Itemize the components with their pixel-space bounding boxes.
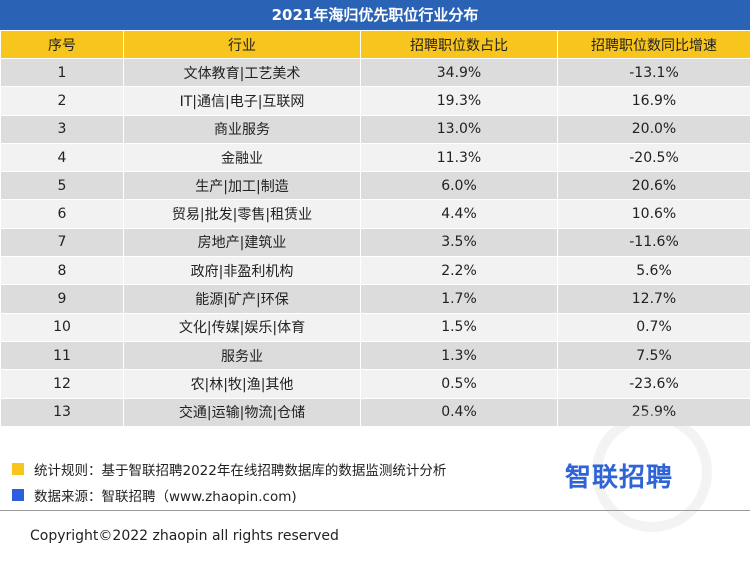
row-industry: 金融业	[123, 142, 361, 173]
header-index: 序号	[0, 30, 124, 59]
row-industry: 生产|加工|制造	[123, 171, 361, 201]
table-title: 2021年海归优先职位行业分布	[0, 0, 750, 30]
row-index: 7	[0, 227, 124, 258]
row-index: 1	[0, 57, 124, 88]
table-row: 2 IT|通信|电子|互联网 19.3% 16.9%	[0, 86, 750, 116]
row-growth: -13.1%	[557, 57, 750, 88]
row-index: 11	[0, 340, 124, 371]
table-row: 6 贸易|批发|零售|租赁业 4.4% 10.6%	[0, 199, 750, 229]
row-share: 3.5%	[360, 227, 558, 258]
row-index: 3	[0, 114, 124, 144]
table-row: 10 文化|传媒|娱乐|体育 1.5% 0.7%	[0, 312, 750, 342]
row-share: 2.2%	[360, 256, 558, 286]
row-industry: 农|林|牧|渔|其他	[123, 369, 361, 399]
row-index: 6	[0, 199, 124, 229]
header-industry: 行业	[123, 30, 361, 59]
row-index: 4	[0, 142, 124, 173]
row-growth: 12.7%	[557, 284, 750, 314]
table-row: 7 房地产|建筑业 3.5% -11.6%	[0, 227, 750, 258]
table-row: 8 政府|非盈利机构 2.2% 5.6%	[0, 256, 750, 286]
table-row: 1 文体教育|工艺美术 34.9% -13.1%	[0, 57, 750, 88]
row-industry: 能源|矿产|环保	[123, 284, 361, 314]
row-growth: 16.9%	[557, 86, 750, 116]
data-source-note: 数据来源：智联招聘（www.zhaopin.com)	[12, 485, 297, 505]
row-share: 4.4%	[360, 199, 558, 229]
row-index: 12	[0, 369, 124, 399]
row-share: 0.4%	[360, 397, 558, 427]
row-industry: 交通|运输|物流|仓储	[123, 397, 361, 427]
row-growth: 0.7%	[557, 312, 750, 342]
copyright-text: Copyright©2022 zhaopin all rights reserv…	[30, 528, 339, 544]
divider	[0, 510, 750, 511]
row-index: 5	[0, 171, 124, 201]
row-growth: 5.6%	[557, 256, 750, 286]
row-growth: 20.0%	[557, 114, 750, 144]
row-share: 19.3%	[360, 86, 558, 116]
zhaopin-logo: 智联招聘	[565, 463, 674, 493]
header-growth: 招聘职位数同比增速	[557, 30, 750, 59]
row-index: 9	[0, 284, 124, 314]
row-growth: 20.6%	[557, 171, 750, 201]
row-index: 13	[0, 397, 124, 427]
row-industry: 政府|非盈利机构	[123, 256, 361, 286]
row-industry: 贸易|批发|零售|租赁业	[123, 199, 361, 229]
row-industry: 文化|传媒|娱乐|体育	[123, 312, 361, 342]
table-row: 9 能源|矿产|环保 1.7% 12.7%	[0, 284, 750, 314]
row-share: 0.5%	[360, 369, 558, 399]
table-row: 11 服务业 1.3% 7.5%	[0, 340, 750, 371]
row-growth: 7.5%	[557, 340, 750, 371]
table-row: 12 农|林|牧|渔|其他 0.5% -23.6%	[0, 369, 750, 399]
row-index: 8	[0, 256, 124, 286]
row-share: 6.0%	[360, 171, 558, 201]
table-row: 4 金融业 11.3% -20.5%	[0, 142, 750, 173]
yellow-square-icon	[12, 463, 24, 475]
watermark-circle	[592, 412, 712, 532]
row-share: 34.9%	[360, 57, 558, 88]
row-industry: 商业服务	[123, 114, 361, 144]
industry-distribution-table: 序号 行业 招聘职位数占比 招聘职位数同比增速 1 文体教育|工艺美术 34.9% -…	[0, 30, 750, 427]
table-row: 3 商业服务 13.0% 20.0%	[0, 114, 750, 144]
row-growth: 10.6%	[557, 199, 750, 229]
blue-square-icon	[12, 489, 24, 501]
row-growth: -23.6%	[557, 369, 750, 399]
notes-section: 统计规则：基于智联招聘2022年在线招聘数据库的数据监测统计分析 数据来源：智联…	[0, 455, 750, 515]
row-share: 13.0%	[360, 114, 558, 144]
row-index: 2	[0, 86, 124, 116]
table-header-row: 序号 行业 招聘职位数占比 招聘职位数同比增速	[0, 30, 750, 59]
row-share: 11.3%	[360, 142, 558, 173]
row-industry: 房地产|建筑业	[123, 227, 361, 258]
row-share: 1.3%	[360, 340, 558, 371]
row-growth: -20.5%	[557, 142, 750, 173]
statistics-rule-note: 统计规则：基于智联招聘2022年在线招聘数据库的数据监测统计分析	[12, 459, 446, 479]
row-industry: 服务业	[123, 340, 361, 371]
data-source-text: 数据来源：智联招聘（www.zhaopin.com)	[34, 489, 297, 505]
row-industry: IT|通信|电子|互联网	[123, 86, 361, 116]
statistics-rule-text: 统计规则：基于智联招聘2022年在线招聘数据库的数据监测统计分析	[34, 463, 447, 479]
table-row: 5 生产|加工|制造 6.0% 20.6%	[0, 171, 750, 201]
row-industry: 文体教育|工艺美术	[123, 57, 361, 88]
row-share: 1.7%	[360, 284, 558, 314]
row-growth: -11.6%	[557, 227, 750, 258]
header-share: 招聘职位数占比	[360, 30, 558, 59]
row-share: 1.5%	[360, 312, 558, 342]
row-index: 10	[0, 312, 124, 342]
